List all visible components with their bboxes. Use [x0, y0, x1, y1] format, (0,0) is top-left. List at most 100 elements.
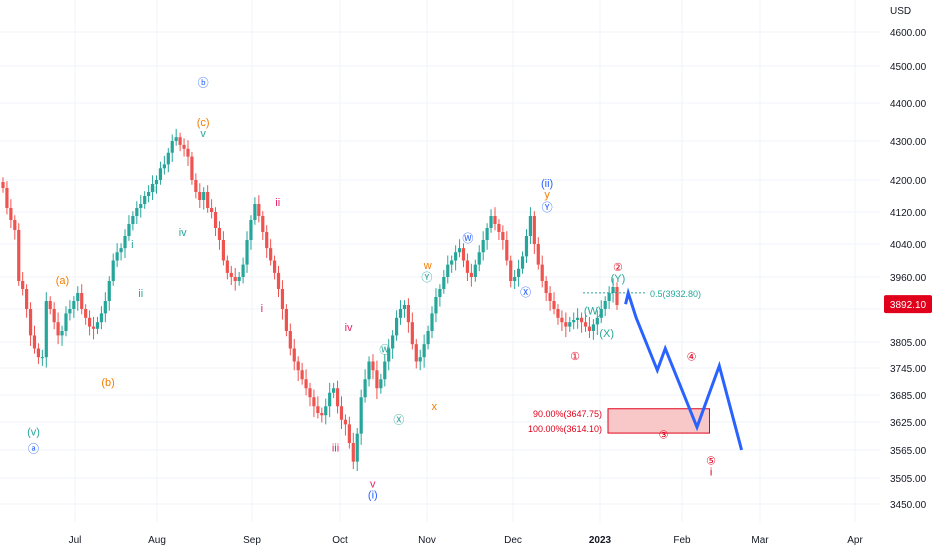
candle-body — [249, 220, 253, 240]
candle-body — [599, 309, 603, 318]
candle-body — [147, 192, 151, 196]
candle-body — [359, 397, 363, 434]
candle-body — [536, 244, 540, 265]
candle-body — [363, 379, 367, 398]
candle-body — [402, 305, 407, 309]
candle-body — [517, 268, 521, 277]
candle-body — [324, 406, 328, 416]
candle-body — [465, 260, 470, 273]
candle-body — [119, 248, 123, 253]
candle-body — [418, 357, 422, 362]
fib-line: 0.5(3932.80) — [583, 289, 701, 299]
wave-label: v — [370, 478, 376, 490]
candle-body — [493, 216, 497, 224]
fib-05-label: 0.5(3932.80) — [650, 289, 701, 299]
y-tick-label: 3505.00 — [890, 474, 927, 485]
wave-label: (W) — [584, 306, 602, 318]
wave-label: ② — [613, 262, 623, 274]
candle-body — [178, 137, 182, 145]
candle-body — [253, 204, 257, 220]
y-tick-label: 3960.00 — [890, 273, 927, 284]
candle-body — [72, 301, 76, 309]
candle-body — [139, 204, 143, 208]
y-tick-label: 4200.00 — [890, 176, 927, 187]
candle-body — [430, 313, 434, 331]
wave-label: Ⓦ — [379, 344, 390, 357]
candle-body — [225, 260, 229, 273]
candle-body — [489, 216, 493, 228]
candle-body — [367, 361, 371, 380]
candle-body — [454, 252, 458, 261]
wave-label: Ⓨ — [542, 201, 553, 214]
candle-body — [513, 277, 517, 281]
candle-body — [292, 348, 296, 362]
candle-body — [5, 188, 9, 208]
candle-body — [288, 331, 292, 349]
candle-body — [524, 236, 529, 257]
candle-body — [343, 419, 348, 425]
candle-body — [544, 281, 548, 293]
candle-body — [477, 252, 481, 265]
candle-body — [414, 344, 418, 362]
candle-body — [528, 216, 533, 236]
candle-body — [87, 317, 92, 327]
candle-body — [64, 313, 68, 331]
candle-body — [111, 260, 115, 281]
candle-body — [257, 204, 261, 216]
candle-body — [60, 331, 64, 336]
candle-body — [434, 297, 438, 314]
candle-body — [127, 224, 131, 236]
candle-body — [40, 357, 44, 359]
candle-body — [320, 413, 324, 416]
y-axis-unit: USD — [890, 6, 911, 17]
wave-label: ii — [138, 288, 143, 300]
y-tick-label: 4040.00 — [890, 240, 927, 251]
candle-body — [426, 331, 430, 345]
grid — [0, 0, 880, 522]
candle-body — [265, 232, 269, 249]
candle-body — [548, 293, 552, 301]
wave-label: y — [544, 189, 550, 201]
candle-body — [312, 397, 316, 407]
candle-body — [233, 277, 237, 281]
y-axis: USD 4600.00 4500.00 4400.00 4300.00 4200.00 41… — [890, 6, 927, 511]
candle-body — [442, 277, 446, 289]
candle-body — [457, 248, 462, 253]
fib-100-label: 100.00%(3614.10) — [528, 424, 602, 434]
candle-body — [391, 335, 395, 349]
candle-body — [76, 293, 80, 301]
y-tick-label: 3805.00 — [890, 338, 927, 349]
candle-body — [335, 388, 340, 407]
price-tag-text: 3892.10 — [890, 300, 927, 311]
candle-body — [316, 406, 320, 413]
candle-body — [583, 322, 588, 327]
x-tick-label: Sep — [243, 535, 261, 546]
candle-body — [272, 260, 277, 273]
wave-label: i — [131, 239, 133, 251]
candle-body — [579, 317, 584, 323]
wave-label: ⑤ — [706, 455, 716, 467]
candle-body — [591, 324, 595, 331]
candle-body — [36, 348, 41, 358]
candle-body — [351, 443, 355, 462]
candle-body — [505, 240, 509, 261]
wave-label: ⓑ — [198, 76, 209, 89]
candle-body — [328, 392, 332, 407]
wave-label: Ⓧ — [520, 286, 531, 299]
candle-body — [308, 388, 312, 398]
candle-body — [158, 168, 163, 180]
candle-body — [332, 388, 336, 393]
x-axis: Jul Aug Sep Oct Nov Dec 2023 Feb Mar Apr — [69, 535, 864, 546]
candle-body — [150, 184, 155, 192]
candle-body — [568, 322, 572, 327]
wave-label: ③ — [659, 429, 669, 441]
candle-body — [473, 264, 477, 277]
candle-body — [501, 232, 505, 240]
y-tick-label: 4300.00 — [890, 137, 927, 148]
candle-body — [410, 322, 414, 345]
candle-body — [91, 326, 96, 329]
candle-body — [587, 326, 592, 331]
wave-label: iii — [150, 183, 157, 195]
wave-label: (X) — [599, 328, 614, 340]
